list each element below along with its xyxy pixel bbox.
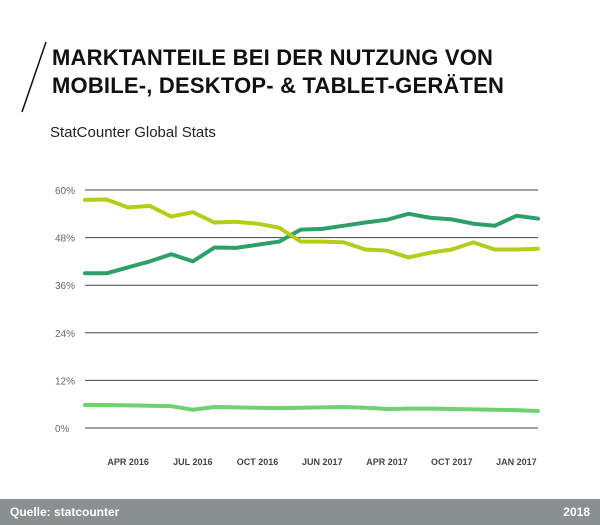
header: MARKTANTEILE BEI DER NUTZUNG VON MOBILE-… (0, 0, 600, 120)
y-tick-label: 36% (55, 281, 75, 292)
line-chart: 0% 12% 24% 36% 48% 60% APR 2016 JUL 2016 OCT 20… (55, 186, 540, 467)
x-tick-label: JAN 2017 (496, 457, 537, 467)
x-tick-label: JUL 2016 (173, 457, 212, 467)
y-tick-label: 60% (55, 186, 75, 197)
x-tick-label: OCT 2016 (237, 457, 279, 467)
series-line-desktop (83, 197, 540, 260)
y-tick-label: 24% (55, 329, 75, 340)
chart-series (83, 197, 540, 413)
x-tick-label: APR 2016 (107, 457, 149, 467)
title-line-1: MARKTANTEILE BEI DER NUTZUNG VON (52, 45, 494, 70)
y-tick-label: 48% (55, 234, 75, 245)
footer-year: 2018 (563, 505, 590, 519)
x-tick-label: APR 2017 (366, 457, 408, 467)
series-line-tablet (83, 402, 540, 413)
footer-source: Quelle: statcounter (10, 505, 120, 519)
title-slash-decoration (21, 41, 47, 113)
source-label: StatCounter Global Stats (50, 124, 216, 141)
y-axis-ticks: 0% 12% 24% 36% 48% 60% (55, 186, 75, 435)
x-tick-label: JUN 2017 (302, 457, 343, 467)
chart-grid (85, 189, 538, 429)
series-line-mobile (83, 211, 540, 276)
y-tick-label: 12% (55, 376, 75, 387)
y-tick-label: 0% (55, 424, 70, 435)
footer-bar: Quelle: statcounter 2018 (0, 499, 600, 525)
title-line-2: MOBILE-, DESKTOP- & TABLET-GERÄTEN (52, 73, 505, 98)
x-tick-label: OCT 2017 (431, 457, 473, 467)
page-title: MARKTANTEILE BEI DER NUTZUNG VON MOBILE-… (52, 44, 504, 100)
x-axis-ticks: APR 2016 JUL 2016 OCT 2016 JUN 2017 APR 2017… (107, 457, 536, 467)
